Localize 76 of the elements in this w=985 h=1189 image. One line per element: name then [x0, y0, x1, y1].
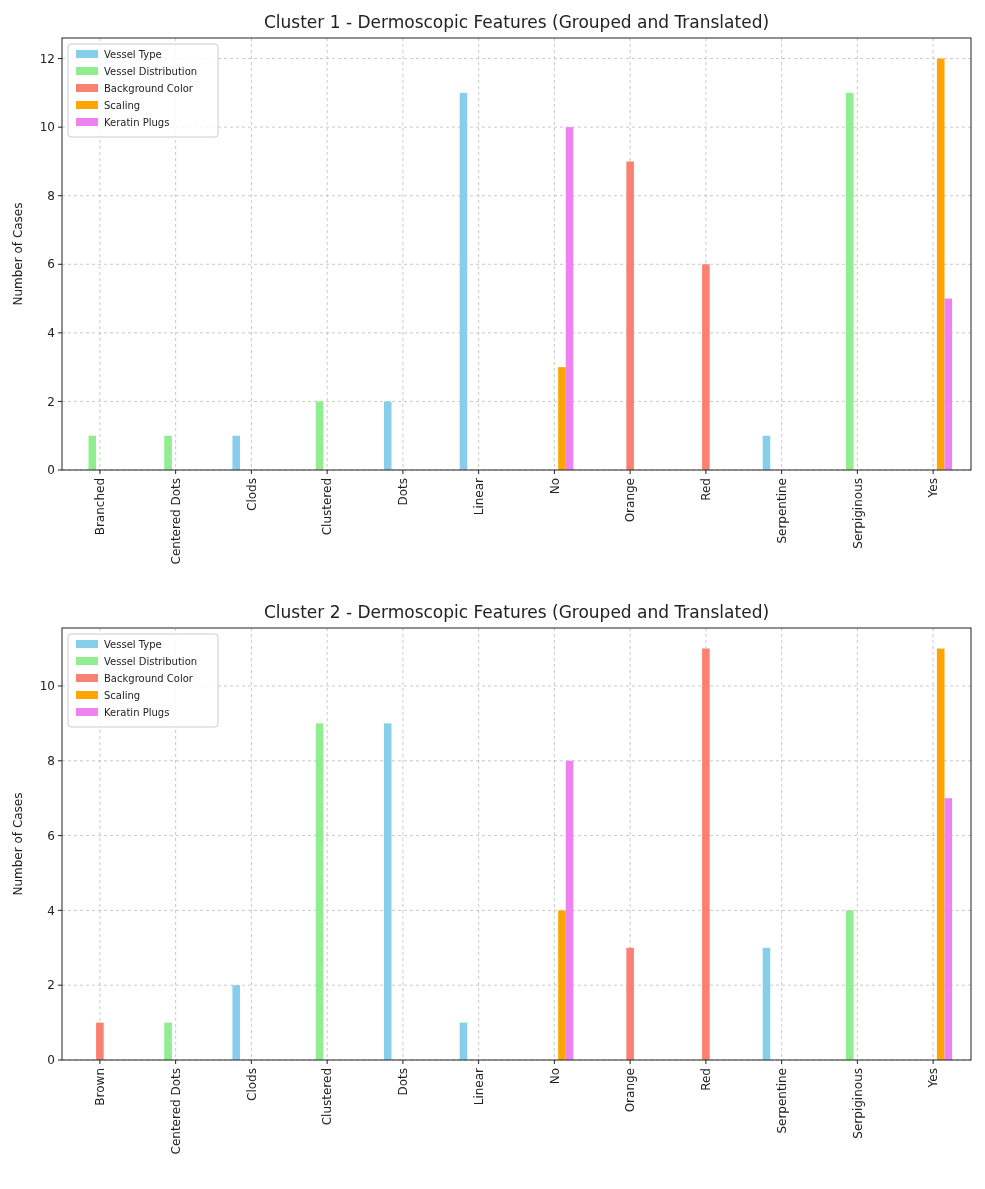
bar [936, 58, 945, 470]
x-tick-label: Dots [396, 1068, 411, 1096]
x-tick-label: Orange [623, 1068, 638, 1113]
x-tick-label: Clustered [320, 1068, 335, 1126]
bar [558, 367, 566, 470]
bar [944, 298, 953, 470]
y-tick-label: 2 [47, 978, 55, 993]
legend-label: Background Color [104, 672, 194, 684]
bar [944, 798, 953, 1060]
y-tick-label: 0 [47, 463, 55, 478]
legend-label: Background Color [104, 82, 194, 94]
bar [315, 723, 324, 1060]
x-tick-label: Orange [623, 478, 638, 523]
chart-title: Cluster 1 - Dermoscopic Features (Grouped and Translated) [263, 12, 770, 32]
x-tick-label: Clustered [320, 478, 335, 536]
bar [383, 401, 392, 470]
bar [565, 760, 574, 1060]
x-tick-label: Branched [93, 478, 108, 536]
y-tick-label: 2 [47, 394, 55, 409]
bar [164, 1022, 172, 1060]
legend-label: Scaling [104, 689, 141, 701]
y-tick-label: 8 [47, 188, 55, 203]
x-tick-label: Serpentine [774, 1068, 789, 1134]
bar [702, 264, 710, 470]
bar [558, 910, 566, 1060]
y-tick-label: 0 [47, 1053, 55, 1068]
x-tick-label: Linear [471, 1067, 486, 1106]
x-tick-label: Centered Dots [168, 478, 183, 565]
x-tick-label: Red [699, 1068, 714, 1091]
legend-label: Vessel Distribution [104, 65, 198, 77]
y-tick-label: 10 [39, 679, 55, 694]
y-tick-label: 6 [47, 828, 55, 843]
y-tick-label: 4 [47, 903, 55, 918]
legend-label: Vessel Type [104, 48, 162, 60]
bar [315, 401, 324, 470]
bar [232, 435, 241, 470]
y-tick-label: 10 [39, 120, 55, 135]
bar [846, 92, 854, 470]
x-tick-label: Serpiginous [850, 1068, 865, 1139]
legend-label: Vessel Type [104, 638, 162, 650]
bar [936, 648, 945, 1060]
bar [459, 92, 468, 470]
bar [762, 947, 771, 1060]
x-tick-label: Red [699, 478, 714, 501]
legend-label: Vessel Distribution [104, 655, 198, 667]
y-tick-label: 6 [47, 257, 55, 272]
x-tick-label: Yes [926, 1068, 941, 1089]
bar [96, 1022, 104, 1060]
x-tick-label: Dots [396, 478, 411, 506]
x-tick-label: Clods [244, 478, 259, 511]
legend-label: Keratin Plugs [104, 116, 170, 128]
bar [383, 723, 392, 1060]
x-tick-label: No [547, 1068, 562, 1085]
legend-label: Scaling [104, 99, 141, 111]
x-tick-label: Centered Dots [168, 1068, 183, 1155]
bar [846, 910, 854, 1060]
x-tick-label: No [547, 478, 562, 495]
bar [164, 435, 172, 470]
bar [232, 985, 241, 1060]
bar [702, 648, 710, 1060]
x-tick-label: Serpiginous [850, 478, 865, 549]
bar [565, 127, 574, 470]
x-tick-label: Linear [471, 477, 486, 516]
bar [626, 161, 634, 470]
chart-title: Cluster 2 - Dermoscopic Features (Grouped and Translated) [263, 602, 770, 622]
y-axis-title: Number of Cases [11, 792, 25, 896]
x-tick-label: Clods [244, 1068, 259, 1101]
y-tick-label: 4 [47, 326, 55, 341]
x-tick-label: Yes [926, 478, 941, 499]
legend-label: Keratin Plugs [104, 706, 170, 718]
y-tick-label: 8 [47, 753, 55, 768]
bar [626, 947, 634, 1060]
x-tick-label: Brown [93, 1068, 108, 1106]
y-tick-label: 12 [39, 51, 55, 66]
y-axis-title: Number of Cases [11, 202, 25, 306]
x-tick-label: Serpentine [774, 478, 789, 544]
